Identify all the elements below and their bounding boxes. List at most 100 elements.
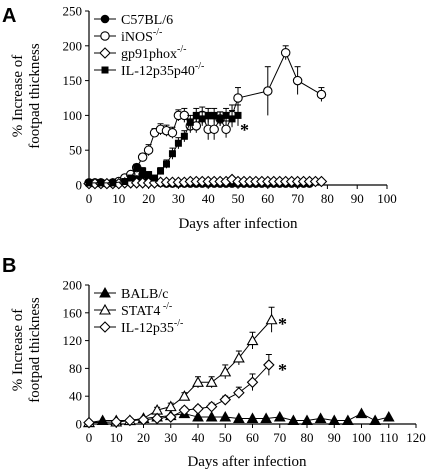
data-point-il-12p35p40 (97, 179, 105, 187)
x-tick-label: 100 (352, 430, 372, 445)
x-tick-label: 20 (142, 191, 155, 206)
y-tick-label: 40 (69, 389, 82, 404)
data-point-gp91phox (315, 175, 328, 188)
data-point-il-12p35p40 (85, 179, 93, 187)
data-point-il-12p35p40 (204, 111, 212, 119)
y-axis-label-b-line1: % Increase of (10, 309, 26, 391)
x-tick-label: 60 (246, 430, 259, 445)
data-point-il-12p35p40 (210, 111, 218, 119)
data-point-il-12p35 (192, 402, 204, 415)
data-point-il-12p35p40 (168, 150, 176, 158)
legend-superscript: -/- (153, 27, 162, 38)
x-tick-label: 90 (328, 430, 341, 445)
data-point-il-12p35p40 (228, 115, 236, 123)
data-point-inos (316, 89, 327, 100)
data-point-inos (143, 145, 154, 155)
significance-star-a: * (240, 120, 249, 140)
panel-b: B 0 10 20 30 40 50 60 70 80 90 100 110 120 0 40 80 120 16… (2, 255, 426, 470)
y-tick-label: 150 (63, 73, 83, 88)
data-point-il-12p35 (137, 414, 150, 426)
x-tick-label: 0 (86, 430, 93, 445)
data-point-balb-c (260, 412, 272, 423)
data-point-il-12p35 (246, 376, 259, 389)
legend-label: STAT4 -/- (121, 301, 172, 319)
legend-marker (99, 286, 111, 298)
legend-label: C57BL/6 (121, 13, 173, 28)
data-point-stat4 (164, 400, 177, 412)
x-tick-label: 40 (192, 430, 205, 445)
data-point-balb-c (382, 411, 395, 422)
data-point-il-12p35p40 (121, 178, 129, 186)
x-tick-label: 120 (406, 430, 426, 445)
series-il-12p35 (83, 354, 275, 429)
y-tick-label: 120 (63, 333, 83, 348)
data-point-inos (167, 128, 178, 138)
data-point-il-12p35p40 (109, 179, 117, 187)
series-a (83, 45, 328, 190)
legend-label: iNOS-/- (121, 27, 162, 45)
y-tick-label: 80 (69, 361, 82, 376)
x-tick-label: 60 (261, 191, 274, 206)
axes-a: 0 10 20 30 40 50 60 70 80 90 100 0 50 100 150 200 250 (63, 4, 397, 207)
data-point-il-12p35p40 (198, 115, 206, 123)
y-tick-label: 0 (76, 178, 83, 193)
data-point-il-12p35 (263, 359, 275, 371)
x-axis-label-b: Days after infection (187, 454, 307, 470)
x-tick-label: 50 (232, 191, 245, 206)
data-point-il-12p35 (205, 400, 218, 413)
x-tick-label: 110 (379, 430, 398, 445)
data-point-inos (233, 93, 243, 103)
significance-star-b-il12p35: * (278, 360, 287, 380)
data-point-inos (137, 152, 148, 162)
legend-label: BALB/c (121, 287, 168, 302)
data-point-balb-c (369, 414, 381, 426)
data-point-il-12p35p40 (145, 171, 153, 179)
x-tick-label: 30 (164, 430, 177, 445)
data-point-il-12p35 (164, 411, 177, 423)
data-point-balb-c (301, 414, 313, 426)
data-point-il-12p35p40 (222, 111, 230, 119)
data-point-il-12p35p40 (180, 132, 188, 140)
data-point-inos (292, 75, 303, 86)
data-point-balb-c (246, 412, 259, 423)
data-point-stat4 (205, 376, 218, 387)
data-point-il-12p35p40 (186, 118, 194, 126)
data-point-il-12p35 (178, 404, 191, 416)
data-point-il-12p35 (151, 412, 163, 425)
data-point-il-12p35p40 (151, 174, 159, 182)
x-tick-label: 20 (137, 430, 150, 445)
y-tick-label: 160 (63, 305, 83, 320)
data-point-balb-c (355, 407, 368, 419)
x-tick-label: 0 (86, 191, 93, 206)
x-tick-label: 10 (110, 430, 123, 445)
x-tick-label: 70 (273, 430, 286, 445)
data-point-il-12p35 (110, 416, 123, 428)
panel-a: A 0 10 20 30 40 50 60 70 80 90 100050100150200250 … (2, 4, 397, 233)
x-tick-label: 80 (301, 430, 314, 445)
y-axis-label-b-line2: footpad thickness (27, 297, 43, 403)
legend-marker (100, 14, 110, 24)
data-point-inos (280, 48, 291, 58)
data-point-il-12p35p40 (192, 111, 200, 119)
legend-marker (101, 66, 109, 74)
legend-marker (100, 31, 110, 41)
y-tick-label: 0 (76, 417, 83, 432)
data-point-stat4 (219, 365, 232, 377)
y-axis-label-a-line1: % Increase of (10, 55, 26, 137)
data-point-il-12p35 (233, 386, 245, 399)
data-point-il-12p35 (219, 393, 232, 406)
legend-marker (99, 303, 111, 315)
data-point-balb-c (273, 411, 286, 422)
y-tick-label: 200 (63, 38, 83, 53)
legend-superscript: -/- (160, 301, 172, 312)
data-point-il-12p35p40 (216, 115, 224, 123)
data-point-balb-c (314, 412, 327, 423)
data-point-il-12p35p40 (127, 174, 135, 182)
data-point-balb-c (328, 414, 341, 426)
y-axis-label-a-line2: footpad thickness (27, 43, 43, 149)
data-point-balb-c (205, 411, 218, 422)
data-point-il-12p35 (83, 416, 95, 429)
data-point-il-12p35p40 (139, 167, 147, 175)
